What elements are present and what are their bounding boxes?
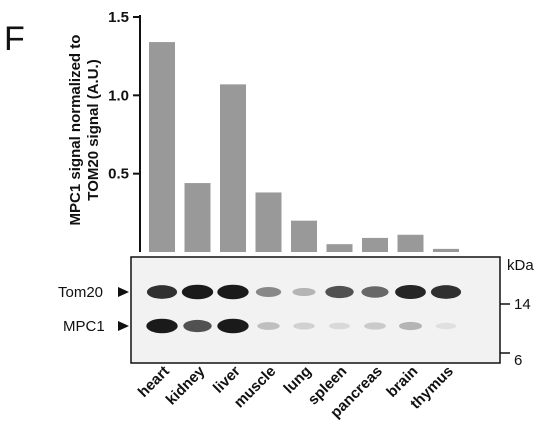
kda-label: kDa (507, 257, 534, 274)
band-tom20-kidney (181, 284, 214, 300)
band-mpc1-liver (217, 318, 249, 334)
band-mpc1-heart (146, 318, 178, 334)
band-tom20-muscle (255, 286, 282, 298)
band-mpc1-thymus (435, 322, 457, 330)
y-tick-label: 1.5 (108, 9, 129, 26)
y-axis-label-line-1: MPC1 signal normalized to (67, 35, 84, 226)
band-tom20-brain (395, 284, 426, 300)
bars (149, 42, 459, 252)
marker-label-14: 14 (514, 296, 531, 313)
bar-spleen (326, 244, 353, 252)
band-tom20-liver (217, 284, 249, 300)
category-label-kidney: kidney (163, 362, 209, 408)
mpc1-arrow-icon (118, 321, 129, 331)
band-mpc1-pancreas (364, 322, 386, 330)
y-tick-label: 1.0 (108, 87, 129, 104)
bar-kidney (184, 183, 211, 252)
band-mpc1-spleen (329, 322, 350, 330)
y-ticks: 0.5 1.0 1.5 (108, 9, 140, 183)
bar-brain (397, 234, 424, 252)
bar-pancreas (362, 237, 388, 252)
blot-label-tom20: Tom20 (58, 284, 103, 301)
band-tom20-spleen (325, 285, 354, 299)
bar-lung (291, 220, 317, 252)
bar-heart (149, 42, 175, 252)
bar-muscle (255, 192, 282, 252)
y-tick-label: 0.5 (108, 166, 129, 183)
bar-liver (220, 84, 246, 252)
marker-label-6: 6 (514, 352, 522, 369)
band-tom20-lung (292, 287, 316, 297)
band-mpc1-kidney (183, 319, 212, 333)
panel-letter: F (4, 20, 25, 58)
band-tom20-pancreas (361, 286, 389, 298)
band-tom20-thymus (430, 285, 462, 299)
tom20-arrow-icon (118, 287, 129, 297)
western-blot-frame (130, 256, 501, 364)
band-mpc1-brain (399, 321, 422, 331)
band-mpc1-lung (293, 322, 315, 330)
blot-bands (146, 284, 462, 334)
y-axis-label-line-2: TOM20 signal (A.U.) (85, 59, 102, 200)
band-tom20-heart (146, 285, 178, 299)
bar-thymus (433, 248, 459, 252)
blot-label-mpc1: MPC1 (63, 318, 105, 335)
band-mpc1-muscle (257, 322, 280, 330)
